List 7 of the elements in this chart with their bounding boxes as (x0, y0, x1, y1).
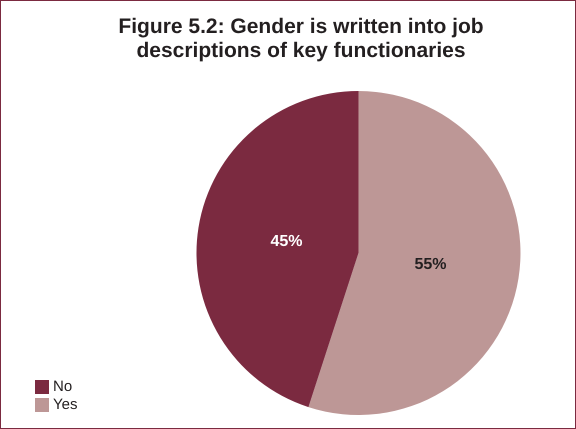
data-label: 45% (270, 233, 302, 250)
pie-slice (308, 91, 520, 415)
chart-title: Figure 5.2: Gender is written into job descriptions of key functionaries (117, 15, 485, 63)
legend-label: No (53, 378, 72, 395)
data-label: 55% (414, 256, 446, 273)
pie-slice (196, 91, 358, 408)
legend-label: Yes (53, 396, 78, 413)
